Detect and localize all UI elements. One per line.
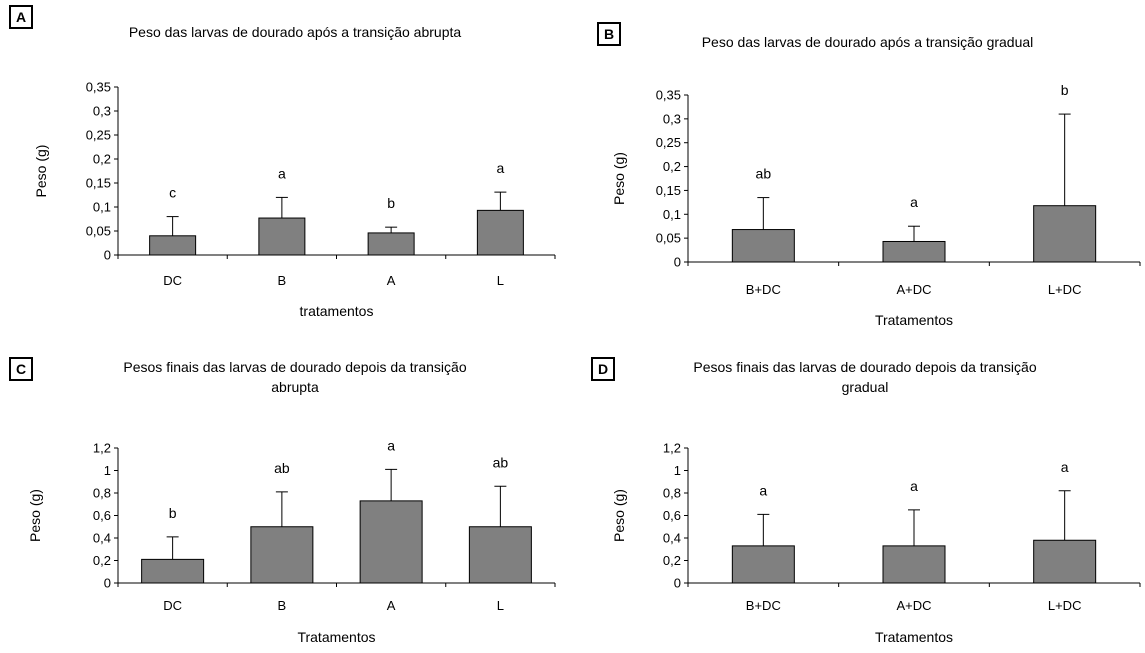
x-tick-label: A+DC	[896, 282, 931, 297]
chart-title-b: Peso das larvas de dourado após a transi…	[701, 34, 1034, 50]
chart-title-a: Peso das larvas de dourado após a transi…	[128, 24, 462, 40]
chart-title-c: Pesos finais das larvas de dourado depoi…	[123, 359, 467, 395]
chart-title-d: Pesos finais das larvas de dourado depoi…	[693, 359, 1037, 395]
y-tick-label: 0	[104, 576, 111, 591]
panel-label-b: B	[597, 22, 621, 46]
y-tick-label: 0,35	[86, 80, 111, 95]
significance-label: b	[169, 505, 177, 521]
y-tick-label: 0,4	[663, 531, 681, 546]
x-axis-title: Tratamentos	[875, 629, 953, 645]
chart-c: 0 0,2 0,4 0,6 0,8 1 1,2 b DC ab Ba Aab L Tratamentos P…	[27, 437, 556, 645]
significance-label: b	[1061, 82, 1069, 98]
x-axis-title: Tratamentos	[297, 629, 375, 645]
x-tick-label: B+DC	[746, 282, 781, 297]
significance-label: a	[387, 437, 395, 453]
x-tick-label: B	[278, 273, 287, 288]
x-tick-label: A	[387, 598, 396, 613]
y-tick-label: 0,3	[93, 104, 111, 119]
y-tick-label: 1,2	[663, 441, 681, 456]
significance-label: a	[759, 482, 767, 498]
y-tick-label: 0,6	[663, 508, 681, 523]
y-tick-label: 0,6	[93, 508, 111, 523]
y-tick-label: 1	[674, 463, 681, 478]
y-tick-label: 0	[674, 255, 681, 270]
y-tick-label: 0,2	[663, 553, 681, 568]
chart-a: 0 0,05 0,1 0,15 0,2 0,25 0,3 0,35 c DC a Bb Aa Ltrata…	[33, 80, 556, 319]
significance-label: b	[387, 195, 395, 211]
x-tick-label: L+DC	[1048, 598, 1082, 613]
y-tick-label: 0	[104, 248, 111, 263]
panel-label-c: C	[9, 357, 33, 381]
x-tick-label: A+DC	[896, 598, 931, 613]
significance-label: a	[1061, 459, 1069, 475]
y-axis-title: Peso (g)	[27, 489, 43, 542]
x-tick-label: L	[497, 273, 504, 288]
x-axis-title: tratamentos	[300, 303, 374, 319]
y-tick-label: 1,2	[93, 441, 111, 456]
y-tick-label: 0,1	[663, 207, 681, 222]
panel-label-d: D	[591, 357, 615, 381]
y-tick-label: 0	[674, 576, 681, 591]
chart-b: 0 0,05 0,1 0,15 0,2 0,25 0,3 0,35 ab B+DC a A+DC b L+…	[611, 82, 1141, 328]
y-axis-title: Peso (g)	[611, 152, 627, 205]
bar	[731, 545, 795, 584]
y-axis-title: Peso (g)	[33, 145, 49, 198]
bar	[731, 229, 795, 263]
y-tick-label: 0,25	[656, 135, 681, 150]
y-tick-label: 0,15	[656, 183, 681, 198]
y-tick-label: 0,2	[93, 152, 111, 167]
x-tick-label: L+DC	[1048, 282, 1082, 297]
x-axis-title: Tratamentos	[875, 312, 953, 328]
significance-label: ab	[274, 460, 290, 476]
bar	[250, 526, 314, 584]
y-tick-label: 0,15	[86, 176, 111, 191]
bar	[468, 526, 532, 584]
bar	[1033, 205, 1097, 263]
y-tick-label: 0,1	[93, 200, 111, 215]
significance-label: a	[278, 165, 286, 181]
y-tick-label: 0,8	[663, 486, 681, 501]
x-tick-label: B+DC	[746, 598, 781, 613]
x-tick-label: DC	[163, 598, 182, 613]
significance-label: a	[910, 194, 918, 210]
significance-label: a	[910, 478, 918, 494]
bar	[476, 209, 524, 256]
significance-label: ab	[493, 454, 509, 470]
x-tick-label: B	[278, 598, 287, 613]
x-tick-label: DC	[163, 273, 182, 288]
y-tick-label: 0,05	[86, 224, 111, 239]
bar	[258, 217, 306, 256]
significance-label: ab	[756, 166, 772, 182]
y-tick-label: 0,2	[93, 553, 111, 568]
y-tick-label: 0,2	[663, 159, 681, 174]
x-tick-label: L	[497, 598, 504, 613]
bar	[1033, 539, 1097, 584]
significance-label: c	[169, 185, 176, 201]
y-tick-label: 0,3	[663, 111, 681, 126]
bar	[882, 545, 946, 584]
x-tick-label: A	[387, 273, 396, 288]
y-axis-title: Peso (g)	[611, 489, 627, 542]
y-tick-label: 0,35	[656, 88, 681, 103]
y-tick-label: 0,4	[93, 531, 111, 546]
y-tick-label: 1	[104, 463, 111, 478]
y-tick-label: 0,25	[86, 128, 111, 143]
significance-label: a	[496, 160, 504, 176]
panel-label-a: A	[9, 5, 33, 29]
y-tick-label: 0,8	[93, 486, 111, 501]
y-tick-label: 0,05	[656, 231, 681, 246]
